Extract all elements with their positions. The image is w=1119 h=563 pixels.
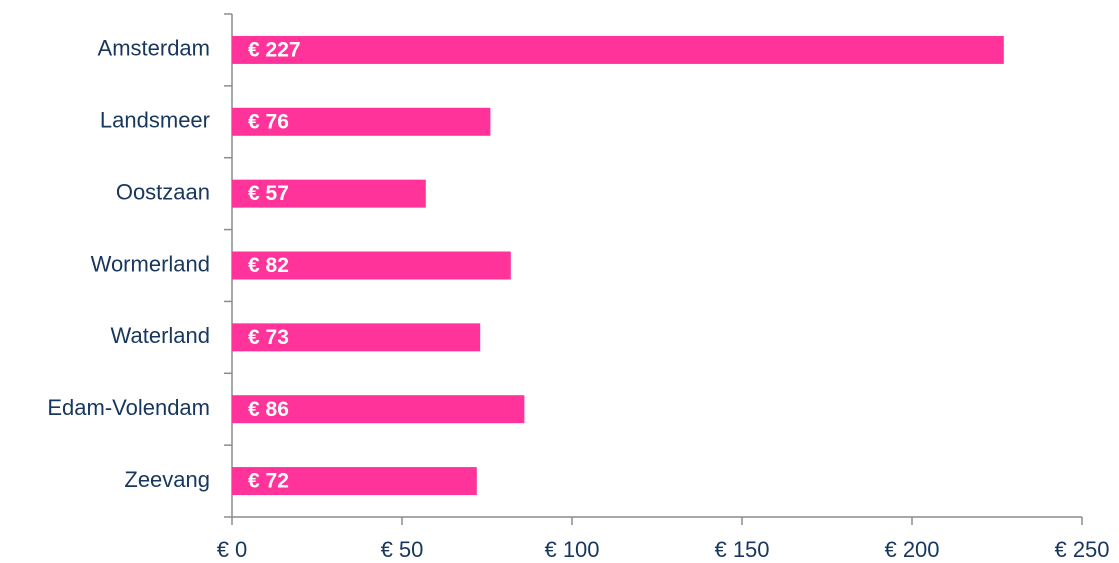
value-label: € 82 — [248, 254, 289, 277]
value-label: € 227 — [248, 38, 301, 61]
bar — [232, 467, 477, 496]
x-tick-label: € 50 — [381, 537, 424, 562]
x-tick-label: € 250 — [1054, 537, 1109, 562]
x-tick-label: € 200 — [884, 537, 939, 562]
x-tick-label: € 100 — [544, 537, 599, 562]
category-label: Amsterdam — [98, 36, 210, 61]
value-label: € 57 — [248, 182, 289, 205]
value-label: € 76 — [248, 110, 289, 133]
category-label: Zeevang — [124, 467, 210, 492]
bar — [232, 395, 525, 424]
category-label: Oostzaan — [116, 179, 210, 204]
category-label: Waterland — [111, 323, 210, 348]
x-tick-label: € 0 — [217, 537, 248, 562]
value-label: € 86 — [248, 398, 289, 421]
value-label: € 72 — [248, 470, 289, 493]
bar — [232, 179, 426, 208]
category-label: Wormerland — [91, 251, 210, 276]
bar — [232, 107, 491, 136]
category-label: Edam-Volendam — [47, 395, 210, 420]
bar — [232, 35, 1004, 64]
category-label: Landsmeer — [100, 108, 210, 133]
value-label: € 73 — [248, 326, 289, 349]
bar — [232, 251, 511, 280]
x-tick-label: € 150 — [714, 537, 769, 562]
bar — [232, 323, 481, 352]
